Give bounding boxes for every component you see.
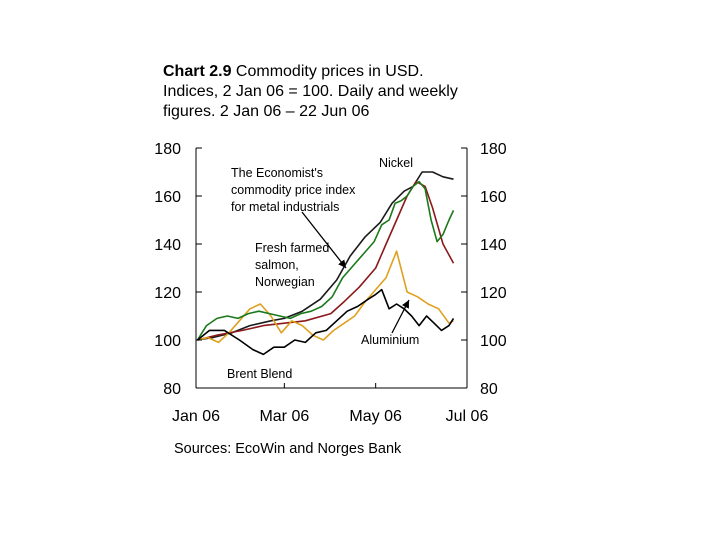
y-tick-label-right: 160 xyxy=(480,189,507,206)
y-tick-label-right: 140 xyxy=(480,237,507,254)
annotation-the-economist-s-commodity-price-index-for-metal-industrials: commodity price index xyxy=(231,183,356,197)
annotation-fresh-farmed-salmon-norwegian: Norwegian xyxy=(255,275,315,289)
y-tick-label-right: 180 xyxy=(480,141,507,158)
annotations: Nickel The Economist's commodity price ind… xyxy=(227,156,419,381)
y-tick-label-left: 100 xyxy=(154,333,181,350)
annotation-the-economist-s-commodity-price-index-for-metal-industrials: for metal industrials xyxy=(231,200,339,214)
plot-frame xyxy=(195,148,468,389)
source-note: Sources: EcoWin and Norges Bank xyxy=(174,441,402,457)
annotation-the-economist-s-commodity-price-index-for-metal-industrials: The Economist's xyxy=(231,166,323,180)
annotation-fresh-farmed-salmon-norwegian: salmon, xyxy=(255,258,299,272)
y-tick-label-left: 180 xyxy=(154,141,181,158)
series-line-aluminium xyxy=(196,180,455,341)
chart-title-text: Commodity prices in USD. Indices, 2 Jan … xyxy=(163,63,458,120)
y-tick-label-right: 100 xyxy=(480,333,507,350)
series-lines xyxy=(196,171,455,356)
chart-number: Chart 2.9 xyxy=(163,63,232,80)
series-line-brent-blend xyxy=(197,288,455,356)
series-line-the-economist-s-commodity-price-index-for-metal-industrials xyxy=(197,180,455,341)
y-tick-label-left: 140 xyxy=(154,237,181,254)
series-line-fresh-farmed-salmon-norwegian xyxy=(197,250,454,344)
annotation-aluminium: Aluminium xyxy=(361,333,419,347)
x-tick-label: Jan 06 xyxy=(172,408,220,425)
annotation-nickel: Nickel xyxy=(379,156,413,170)
x-tick-label: Jul 06 xyxy=(446,408,489,425)
series-line-nickel xyxy=(197,171,454,341)
annotation-arrow-aluminium xyxy=(391,299,410,334)
chart-title: Chart 2.9 Commodity prices in USD. Indic… xyxy=(163,62,483,122)
y-tick-label-left: 120 xyxy=(154,285,181,302)
y-tick-label-right: 80 xyxy=(480,381,498,398)
annotation-arrow-economist-index xyxy=(301,211,347,269)
y-tick-label-left: 80 xyxy=(163,381,181,398)
x-tick-label: May 06 xyxy=(349,408,402,425)
y-tick-label-right: 120 xyxy=(480,285,507,302)
axis-ticks: 80 80 100 100 120 120 140 140 160 160 180 180 Jan 06… xyxy=(154,141,507,425)
annotation-brent-blend: Brent Blend xyxy=(227,367,292,381)
x-tick-label: Mar 06 xyxy=(259,408,309,425)
y-tick-label-left: 160 xyxy=(154,189,181,206)
annotation-fresh-farmed-salmon-norwegian: Fresh farmed xyxy=(255,241,329,255)
